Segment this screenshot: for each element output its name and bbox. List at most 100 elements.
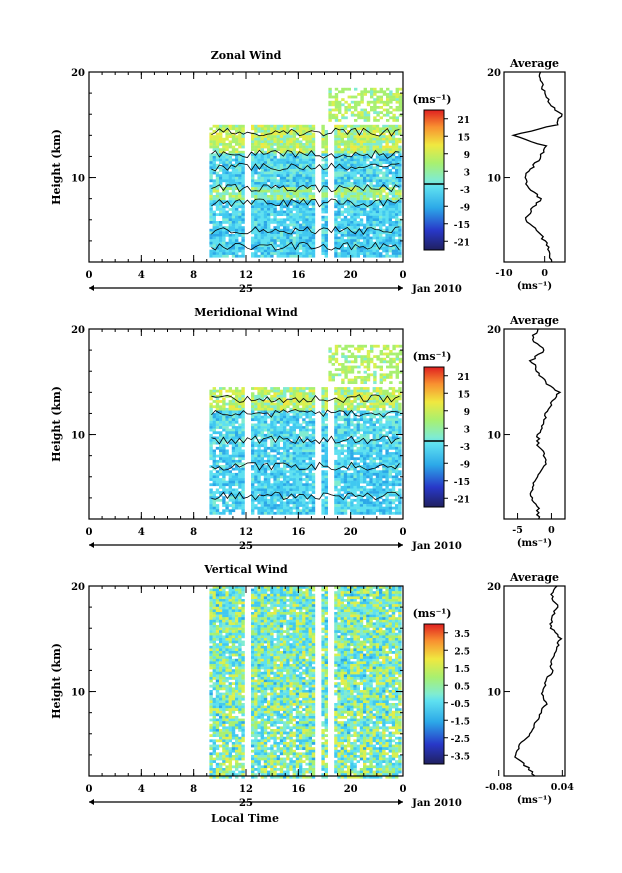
heatmap-cell (388, 459, 392, 463)
heatmap-cell (337, 423, 341, 427)
heatmap-cell (260, 485, 264, 489)
heatmap-cell (398, 140, 402, 144)
heatmap-cell (251, 433, 255, 437)
heatmap-cell (212, 239, 216, 242)
heatmap-cell (340, 166, 344, 170)
heatmap-cell (379, 163, 383, 167)
heatmap-cell (343, 182, 348, 185)
heatmap-cell (359, 221, 364, 224)
heatmap-cell (267, 153, 271, 157)
heatmap-cell (353, 176, 357, 180)
heatmap-cell (324, 449, 328, 453)
heatmap-cell (212, 228, 216, 232)
heatmap-cell (308, 218, 312, 222)
heatmap-cell (273, 174, 277, 177)
heatmap-cell (251, 415, 255, 419)
heatmap-cell (263, 140, 268, 144)
heatmap-cell (363, 208, 367, 211)
heatmap-cell (324, 394, 328, 398)
day-label: 25 (239, 284, 253, 295)
heatmap-cell (341, 103, 345, 107)
heatmap-cell (366, 156, 370, 159)
heatmap-cell (366, 140, 370, 144)
heatmap-cell (324, 239, 328, 242)
heatmap-cell (260, 137, 264, 141)
heatmap-cell (353, 218, 357, 222)
heatmap-cell (337, 228, 341, 232)
heatmap-cell (372, 174, 376, 177)
heatmap-cell (305, 221, 309, 224)
heatmap-cell (251, 221, 255, 224)
heatmap-cell (311, 491, 316, 494)
heatmap-cell (254, 415, 258, 419)
heatmap-cell (289, 392, 293, 396)
heatmap-cell (222, 215, 226, 219)
heatmap-cell (321, 498, 325, 502)
heatmap-cell (337, 467, 341, 471)
heatmap-cell (286, 431, 290, 435)
heatmap-cell (369, 241, 373, 245)
heatmap-cell (302, 452, 306, 455)
heatmap-cell (370, 87, 374, 91)
heatmap-cell (299, 236, 303, 240)
heatmap-cell (299, 402, 303, 406)
heatmap-cell (395, 156, 399, 159)
heatmap-cell (353, 208, 357, 211)
heatmap-cell (222, 234, 226, 237)
heatmap-cell (363, 179, 367, 183)
heatmap-cell (225, 124, 229, 128)
heatmap-cell (283, 392, 287, 396)
heatmap-cell (347, 480, 351, 484)
heatmap-cell (263, 174, 268, 177)
heatmap-cell (391, 392, 396, 396)
heatmap-cell (347, 130, 351, 133)
heatmap-cell (289, 158, 293, 162)
heatmap-cell (302, 413, 306, 416)
heatmap-cell (260, 400, 264, 403)
heatmap-cell (395, 483, 399, 487)
heatmap-cell (350, 221, 354, 224)
heatmap-cell (382, 254, 386, 258)
heatmap-cell (286, 158, 290, 162)
heatmap-cell (251, 161, 255, 164)
heatmap-cell (212, 498, 216, 502)
heatmap-cell (215, 397, 220, 401)
heatmap-cell (292, 145, 296, 149)
heatmap-cell (289, 472, 293, 476)
heatmap-cell (260, 176, 264, 180)
heatmap-cell (267, 156, 271, 159)
heatmap-cell (215, 470, 220, 474)
heatmap-cell (273, 135, 277, 138)
heatmap-cell (343, 156, 348, 159)
heatmap-cell (363, 389, 367, 393)
heatmap-cell (366, 213, 370, 216)
heatmap-cell (257, 215, 261, 219)
heatmap-cell (225, 156, 229, 159)
heatmap-cell (398, 106, 403, 109)
heatmap-cell (359, 394, 364, 398)
heatmap-cell (279, 423, 284, 427)
heatmap-cell (334, 478, 338, 481)
heatmap-cell (395, 150, 399, 154)
heatmap-cell (363, 195, 367, 198)
heatmap-cell (295, 426, 300, 429)
heatmap-cell (231, 449, 236, 453)
heatmap-cell (321, 143, 325, 146)
heatmap-cell (359, 158, 364, 162)
heatmap-cell (350, 208, 354, 211)
heatmap-cell (273, 187, 277, 190)
heatmap-cell (238, 397, 242, 401)
heatmap-cell (391, 236, 396, 240)
heatmap-cell (235, 252, 239, 255)
heatmap-cell (324, 221, 328, 224)
heatmap-cell (385, 467, 389, 471)
heatmap-cell (299, 218, 303, 222)
heatmap-cell (305, 228, 309, 232)
heatmap-cell (343, 478, 348, 481)
heatmap-cell (366, 169, 370, 172)
heatmap-cell (231, 195, 236, 198)
heatmap-cell (375, 493, 380, 497)
heatmap-cell (366, 465, 370, 468)
heatmap-cell (260, 171, 264, 175)
heatmap-cell (382, 498, 386, 502)
